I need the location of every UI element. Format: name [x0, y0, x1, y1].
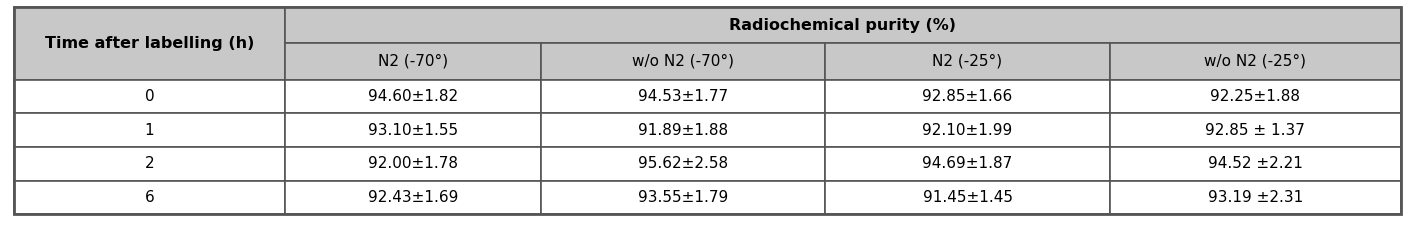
Text: 92.85±1.66: 92.85±1.66	[923, 89, 1013, 104]
Bar	[541, 43, 825, 80]
Text: 94.53±1.77: 94.53±1.77	[638, 89, 729, 104]
Text: 93.55±1.79: 93.55±1.79	[638, 190, 729, 205]
Bar	[284, 113, 541, 147]
Text: 92.85 ± 1.37: 92.85 ± 1.37	[1206, 123, 1305, 138]
Bar	[14, 7, 284, 80]
Bar	[14, 7, 1401, 214]
Text: 94.69±1.87: 94.69±1.87	[923, 156, 1013, 171]
Text: 92.25±1.88: 92.25±1.88	[1210, 89, 1300, 104]
Bar	[825, 181, 1109, 214]
Text: w/o N2 (-25°): w/o N2 (-25°)	[1204, 54, 1306, 69]
Bar	[1109, 181, 1401, 214]
Text: 95.62±2.58: 95.62±2.58	[638, 156, 729, 171]
Bar	[14, 181, 284, 214]
Text: 91.89±1.88: 91.89±1.88	[638, 123, 729, 138]
Text: Time after labelling (h): Time after labelling (h)	[45, 36, 255, 51]
Bar	[14, 80, 284, 113]
Bar	[14, 147, 284, 181]
Bar	[541, 181, 825, 214]
Bar	[1109, 113, 1401, 147]
Bar	[541, 80, 825, 113]
Text: 6: 6	[144, 190, 154, 205]
Text: N2 (-25°): N2 (-25°)	[932, 54, 1003, 69]
Bar	[284, 181, 541, 214]
Bar	[825, 147, 1109, 181]
Bar	[284, 43, 541, 80]
Bar	[541, 147, 825, 181]
Bar	[1109, 80, 1401, 113]
Bar	[284, 7, 1401, 43]
Text: N2 (-70°): N2 (-70°)	[378, 54, 449, 69]
Text: 93.10±1.55: 93.10±1.55	[368, 123, 458, 138]
Text: 93.19 ±2.31: 93.19 ±2.31	[1207, 190, 1303, 205]
Text: 92.43±1.69: 92.43±1.69	[368, 190, 458, 205]
Bar	[825, 113, 1109, 147]
Text: 92.10±1.99: 92.10±1.99	[923, 123, 1013, 138]
Text: w/o N2 (-70°): w/o N2 (-70°)	[633, 54, 734, 69]
Bar	[825, 43, 1109, 80]
Bar	[541, 113, 825, 147]
Bar	[825, 80, 1109, 113]
Text: 94.52 ±2.21: 94.52 ±2.21	[1208, 156, 1303, 171]
Text: 2: 2	[144, 156, 154, 171]
Text: 92.00±1.78: 92.00±1.78	[368, 156, 458, 171]
Bar	[1109, 43, 1401, 80]
Bar	[1109, 147, 1401, 181]
Text: 91.45±1.45: 91.45±1.45	[923, 190, 1013, 205]
Bar	[284, 147, 541, 181]
Text: 94.60±1.82: 94.60±1.82	[368, 89, 458, 104]
Bar	[14, 113, 284, 147]
Bar	[284, 80, 541, 113]
Text: 0: 0	[144, 89, 154, 104]
Text: 1: 1	[144, 123, 154, 138]
Text: Radiochemical purity (%): Radiochemical purity (%)	[729, 18, 957, 33]
